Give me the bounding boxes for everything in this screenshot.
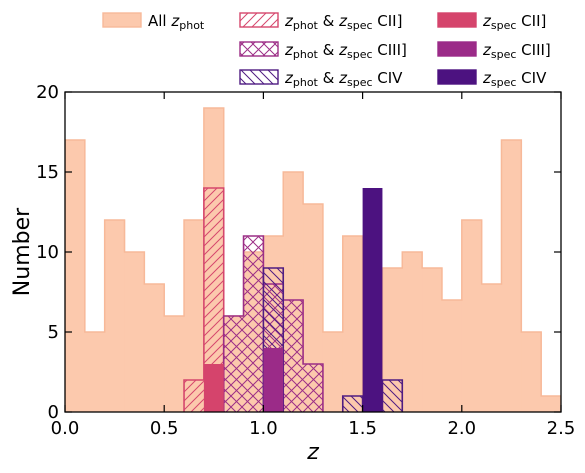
- legend: All zphot zphot & zspec CII] zspec CII] zph…: [102, 12, 551, 89]
- all-zphot-bar: [164, 316, 185, 412]
- all-zphot-outline: [65, 107, 561, 412]
- y-axis-label: Number: [10, 207, 35, 296]
- y-tick-label: 5: [48, 322, 59, 343]
- all-zphot-bar: [521, 332, 542, 412]
- legend-label: All zphot: [148, 12, 205, 32]
- y-tick-label: 15: [36, 162, 59, 183]
- zspec-solid-bar-6: [362, 188, 383, 412]
- all-zphot-bar: [461, 220, 483, 412]
- series-2-hatched-bar: [223, 316, 244, 412]
- x-tick-label: 2.5: [547, 418, 576, 439]
- x-axis-label: z: [306, 440, 319, 465]
- x-tick-label: 1.5: [348, 418, 377, 439]
- all-zphot-bar: [65, 140, 86, 412]
- plot-area: [65, 107, 561, 412]
- legend-swatch: [239, 69, 279, 85]
- all-zphot-bar: [541, 396, 561, 412]
- all-zphot-bar: [104, 220, 126, 412]
- legend-label: zphot & zspec CII]: [284, 12, 402, 32]
- all-zphot-bar: [481, 284, 503, 412]
- legend-swatch: [437, 41, 477, 57]
- series-2-hatched-bar: [303, 364, 323, 412]
- legend-label: zspec CIV: [482, 69, 547, 89]
- all-zphot-bar: [342, 236, 364, 412]
- zspec-solid-bar-5: [263, 348, 284, 412]
- x-tick-label: 0.5: [150, 418, 179, 439]
- all-zphot-bar: [144, 284, 165, 412]
- all-zphot-bar: [501, 140, 522, 412]
- zspec-solid-bar-4: [203, 364, 224, 412]
- series-2-hatched-bar: [243, 236, 264, 412]
- series-1-hatched-bar: [203, 188, 224, 412]
- all-zphot-bar: [322, 332, 344, 412]
- legend-swatch: [239, 41, 279, 57]
- series-1-outline: [183, 187, 225, 412]
- axis-ticks: 0.0 0.5 1.0 1.5 2.0 2.5 0 5 10 15 20: [36, 82, 575, 439]
- x-tick-label: 1.0: [249, 418, 278, 439]
- all-zphot-bar: [303, 204, 324, 412]
- legend-swatch: [102, 12, 142, 28]
- legend-swatch: [437, 12, 477, 28]
- legend-swatch: [239, 12, 279, 28]
- all-zphot-bar: [84, 332, 106, 412]
- y-tick-label: 10: [36, 242, 59, 263]
- y-tick-label: 0: [48, 402, 59, 423]
- all-zphot-bar: [441, 300, 463, 412]
- legend-label: zphot & zspec CIV: [284, 69, 403, 89]
- legend-label: zphot & zspec CIII]: [284, 41, 407, 61]
- all-zphot-bar: [402, 252, 423, 412]
- legend-swatch: [437, 69, 477, 85]
- all-zphot-bar: [422, 268, 443, 412]
- legend-label: zspec CII]: [482, 12, 546, 32]
- all-zphot-bar: [382, 268, 403, 412]
- series-3-hatched-bar: [342, 396, 363, 412]
- all-zphot-bar: [184, 220, 205, 412]
- x-tick-label: 2.0: [447, 418, 476, 439]
- legend-label: zspec CIII]: [482, 41, 551, 61]
- series-2-hatched-bar: [283, 300, 304, 412]
- x-tick-label: 0.0: [51, 418, 80, 439]
- series-1-hatched-bar: [184, 380, 204, 412]
- series-3-hatched-bar: [382, 380, 403, 412]
- y-tick-label: 20: [36, 82, 59, 103]
- all-zphot-bar: [124, 252, 145, 412]
